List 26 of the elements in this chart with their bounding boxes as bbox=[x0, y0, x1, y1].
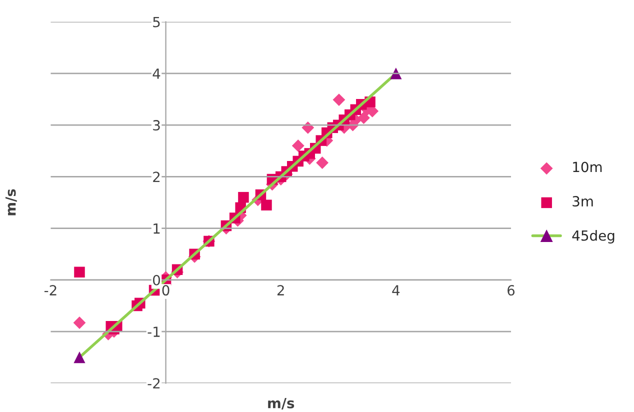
x-tick-label: -2 bbox=[44, 285, 56, 296]
point bbox=[238, 192, 249, 203]
x-tick-label: 2 bbox=[277, 285, 284, 296]
y-tick-label: 3 bbox=[153, 120, 160, 131]
y-tick-label: -1 bbox=[148, 326, 160, 337]
legend-label: 10m bbox=[573, 162, 602, 172]
point bbox=[73, 316, 86, 329]
legend-label: 3m bbox=[572, 196, 593, 207]
y-tick-label: -2 bbox=[148, 378, 160, 388]
point bbox=[261, 200, 272, 210]
point bbox=[292, 140, 304, 152]
x-tick-label: 0 bbox=[162, 285, 170, 296]
point bbox=[332, 94, 346, 106]
y-tick-label: 1 bbox=[154, 223, 160, 234]
y-tick-label: 2 bbox=[153, 172, 160, 182]
x-tick-label: 4 bbox=[392, 285, 400, 296]
legend-label: 45deg bbox=[572, 230, 614, 244]
point bbox=[316, 156, 328, 169]
y-tick-label: 0 bbox=[153, 274, 160, 286]
y-tick-label: 5 bbox=[153, 16, 160, 28]
point bbox=[74, 266, 85, 278]
x-tick-label: 6 bbox=[508, 285, 515, 296]
y-axis-title: m/s bbox=[5, 189, 17, 216]
point bbox=[358, 112, 370, 124]
x-axis-title: m/s bbox=[268, 398, 294, 410]
y-tick-label: 4 bbox=[152, 68, 160, 79]
